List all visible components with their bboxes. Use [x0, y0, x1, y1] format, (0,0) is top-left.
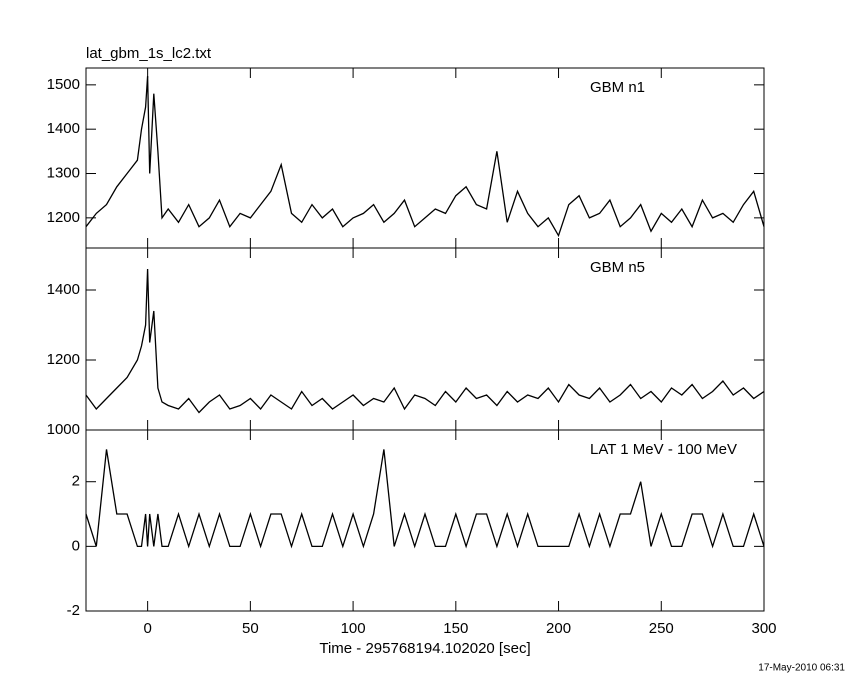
panel-label: LAT 1 MeV - 100 MeV — [590, 441, 737, 458]
footer: 17-May-2010 06:31 — [758, 663, 845, 674]
chart-title: lat_gbm_1s_lc2.txt — [86, 45, 212, 62]
panel-label: GBM n5 — [590, 259, 645, 276]
panel-frame — [85, 247, 765, 431]
y-tick-label: 1400 — [47, 120, 80, 137]
light-curve — [85, 75, 765, 238]
light-curve — [85, 268, 765, 414]
x-tick-label: 200 — [546, 620, 571, 637]
panel-frame — [85, 67, 765, 249]
y-tick-label: 1300 — [47, 164, 80, 181]
x-tick-label: 100 — [341, 620, 366, 637]
x-tick-label: 300 — [751, 620, 776, 637]
y-tick-label: 1500 — [47, 76, 80, 93]
x-tick-label: 50 — [242, 620, 259, 637]
y-tick-label: 1400 — [47, 281, 80, 298]
x-tick-label: 0 — [143, 620, 151, 637]
panel-label: GBM n1 — [590, 79, 645, 96]
panel-frame — [85, 429, 765, 612]
y-tick-label: 1200 — [47, 209, 80, 226]
y-tick-label: 2 — [72, 473, 80, 490]
light-curve — [85, 449, 765, 549]
x-axis-label: Time - 295768194.102020 [sec] — [319, 640, 530, 657]
x-tick-label: 250 — [649, 620, 674, 637]
x-tick-label: 150 — [443, 620, 468, 637]
y-tick-label: 1200 — [47, 351, 80, 368]
y-tick-label: 1000 — [47, 421, 80, 438]
y-tick-label: 0 — [72, 537, 80, 554]
y-tick-label: -2 — [67, 602, 80, 619]
